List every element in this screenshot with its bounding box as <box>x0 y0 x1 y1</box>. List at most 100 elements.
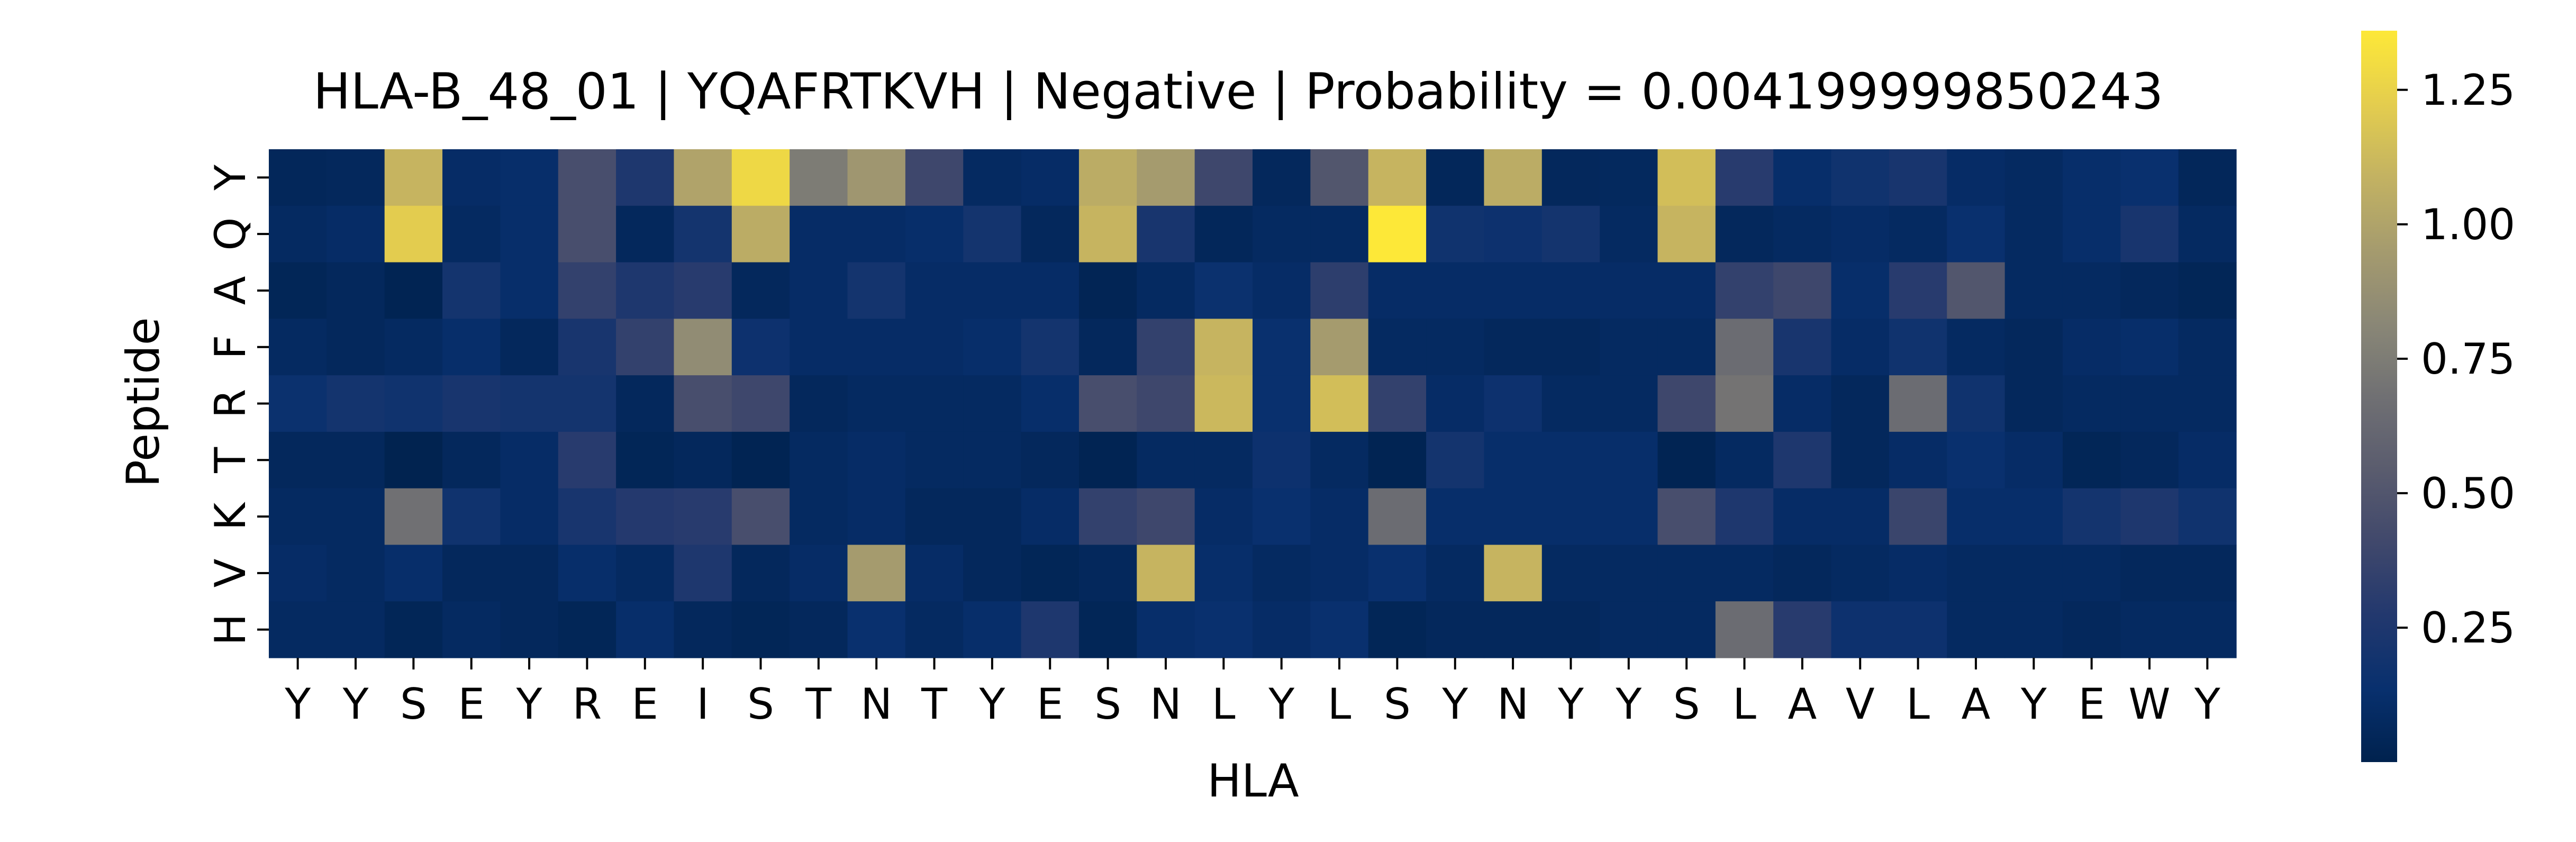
heatmap-cell <box>847 431 906 489</box>
heatmap-cell <box>1773 601 1832 658</box>
heatmap-cell <box>2004 262 2063 319</box>
heatmap-cell <box>790 319 848 376</box>
heatmap-cell <box>1600 149 1658 206</box>
heatmap-cell <box>1021 601 1080 658</box>
heatmap-cell <box>1368 205 1427 263</box>
heatmap-cell <box>731 488 790 546</box>
heatmap-cell <box>442 319 501 376</box>
heatmap-cell <box>384 319 443 376</box>
heatmap-cell <box>674 262 732 319</box>
heatmap-cell <box>731 262 790 319</box>
x-tick-label: L <box>1906 680 1930 729</box>
heatmap-cell <box>269 601 327 658</box>
x-tick-label: N <box>1497 680 1529 729</box>
heatmap-cell <box>1021 488 1080 546</box>
heatmap-cell <box>790 488 848 546</box>
heatmap-cell <box>1310 319 1369 376</box>
heatmap-cell <box>1773 262 1832 319</box>
heatmap-cell <box>1541 601 1600 658</box>
heatmap-cell <box>1657 205 1716 263</box>
heatmap-cell <box>2120 262 2179 319</box>
heatmap-cell <box>1947 375 2006 432</box>
heatmap-cell <box>558 545 616 602</box>
x-tick-label: Y <box>1268 680 1295 729</box>
heatmap-cell <box>1426 545 1485 602</box>
heatmap-cell <box>1137 149 1195 206</box>
heatmap-cell <box>1021 205 1080 263</box>
heatmap-cell <box>558 488 616 546</box>
heatmap-cell <box>1021 319 1080 376</box>
heatmap-cell <box>1657 601 1716 658</box>
heatmap-cell <box>1194 319 1253 376</box>
heatmap-cell <box>1600 375 1658 432</box>
heatmap-cell <box>905 601 964 658</box>
heatmap-cell <box>2120 601 2179 658</box>
heatmap-cell <box>1831 205 1890 263</box>
heatmap-cell <box>674 375 732 432</box>
heatmap-cells <box>269 149 2237 658</box>
heatmap-cell <box>2062 149 2121 206</box>
heatmap-cell <box>384 601 443 658</box>
heatmap-cell <box>500 262 559 319</box>
heatmap-cell <box>326 205 385 263</box>
x-tick-label: R <box>573 680 602 729</box>
x-tick-label: Y <box>978 680 1005 729</box>
heatmap-cell <box>1715 545 1774 602</box>
heatmap-cell <box>674 319 732 376</box>
heatmap-cell <box>1368 431 1427 489</box>
y-tick-label: Y <box>206 164 255 191</box>
heatmap-cell <box>790 205 848 263</box>
heatmap-cell <box>1831 545 1890 602</box>
x-tick-label: Y <box>2194 680 2221 729</box>
heatmap-cell <box>1889 262 1947 319</box>
heatmap-cell <box>847 488 906 546</box>
heatmap-cell <box>442 149 501 206</box>
heatmap-cell <box>1021 149 1080 206</box>
y-tick-label: Q <box>206 218 255 251</box>
heatmap-cell <box>2004 205 2063 263</box>
heatmap-cell <box>1426 488 1485 546</box>
heatmap-cell <box>1253 205 1311 263</box>
heatmap-cell <box>1657 262 1716 319</box>
heatmap-cell <box>616 431 675 489</box>
heatmap-cell <box>2004 375 2063 432</box>
heatmap-cell <box>2120 375 2179 432</box>
heatmap-cell <box>1889 149 1947 206</box>
heatmap-cell <box>1831 149 1890 206</box>
heatmap-cell <box>674 149 732 206</box>
heatmap-cell <box>905 488 964 546</box>
heatmap-cell <box>1310 545 1369 602</box>
heatmap-cell <box>1947 319 2006 376</box>
x-axis-label: HLA <box>1207 755 1299 808</box>
colorbar-tick-label: 1.25 <box>2421 66 2515 115</box>
heatmap-cell <box>326 262 385 319</box>
heatmap-cell <box>558 205 616 263</box>
x-tick-label: E <box>632 680 659 729</box>
heatmap-cell <box>2004 488 2063 546</box>
x-tick-label: I <box>696 680 709 729</box>
heatmap-cell <box>847 319 906 376</box>
heatmap-cell <box>1137 545 1195 602</box>
heatmap-cell <box>790 601 848 658</box>
heatmap-cell <box>500 545 559 602</box>
heatmap-cell <box>1137 262 1195 319</box>
heatmap-cell <box>1194 545 1253 602</box>
heatmap-cell <box>2004 601 2063 658</box>
heatmap-cell <box>1078 488 1137 546</box>
heatmap-cell <box>905 149 964 206</box>
heatmap-cell <box>1889 205 1947 263</box>
heatmap-cell <box>2178 319 2237 376</box>
x-tick-label: E <box>458 680 485 729</box>
heatmap-cell <box>1947 205 2006 263</box>
heatmap-cell <box>1368 319 1427 376</box>
heatmap-cell <box>442 431 501 489</box>
heatmap-cell <box>1310 262 1369 319</box>
heatmap-cell <box>2062 545 2121 602</box>
heatmap-cell <box>1484 431 1543 489</box>
colorbar-ticks: 0.25 0.50 0.75 1.00 1.25 <box>2397 66 2515 653</box>
heatmap-cell <box>905 431 964 489</box>
heatmap-cell <box>616 149 675 206</box>
heatmap-cell <box>616 205 675 263</box>
heatmap-cell <box>2120 431 2179 489</box>
